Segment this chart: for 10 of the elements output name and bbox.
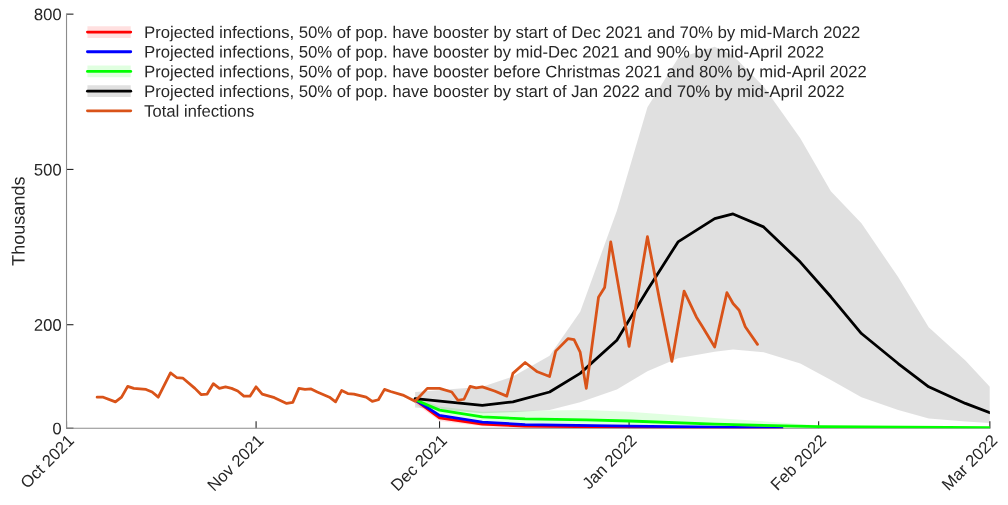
legend-label: Projected infections, 50% of pop. have booster by start of Dec 2021 and 70% by mid-March 2022	[145, 25, 860, 42]
y-tick-label: 0	[53, 422, 62, 435]
legend-label: Projected infections, 50% of pop. have booster by mid-Dec 2021 and 90% by mid-April 2022	[145, 45, 824, 62]
legend-label: Projected infections, 50% of pop. have booster by start of Jan 2022 and 70% by mid-April 2022	[145, 84, 844, 101]
y-axis-title: Thousands	[11, 177, 25, 266]
legend-label: Total infections	[144, 104, 254, 117]
y-tick-label: 800	[34, 8, 62, 21]
y-tick-label: 200	[34, 319, 62, 331]
legend-label: Projected infections, 50% of pop. have booster before Christmas 2021 and 80% by mid-April 2022	[145, 65, 866, 81]
y-tick-label: 500	[34, 163, 62, 176]
